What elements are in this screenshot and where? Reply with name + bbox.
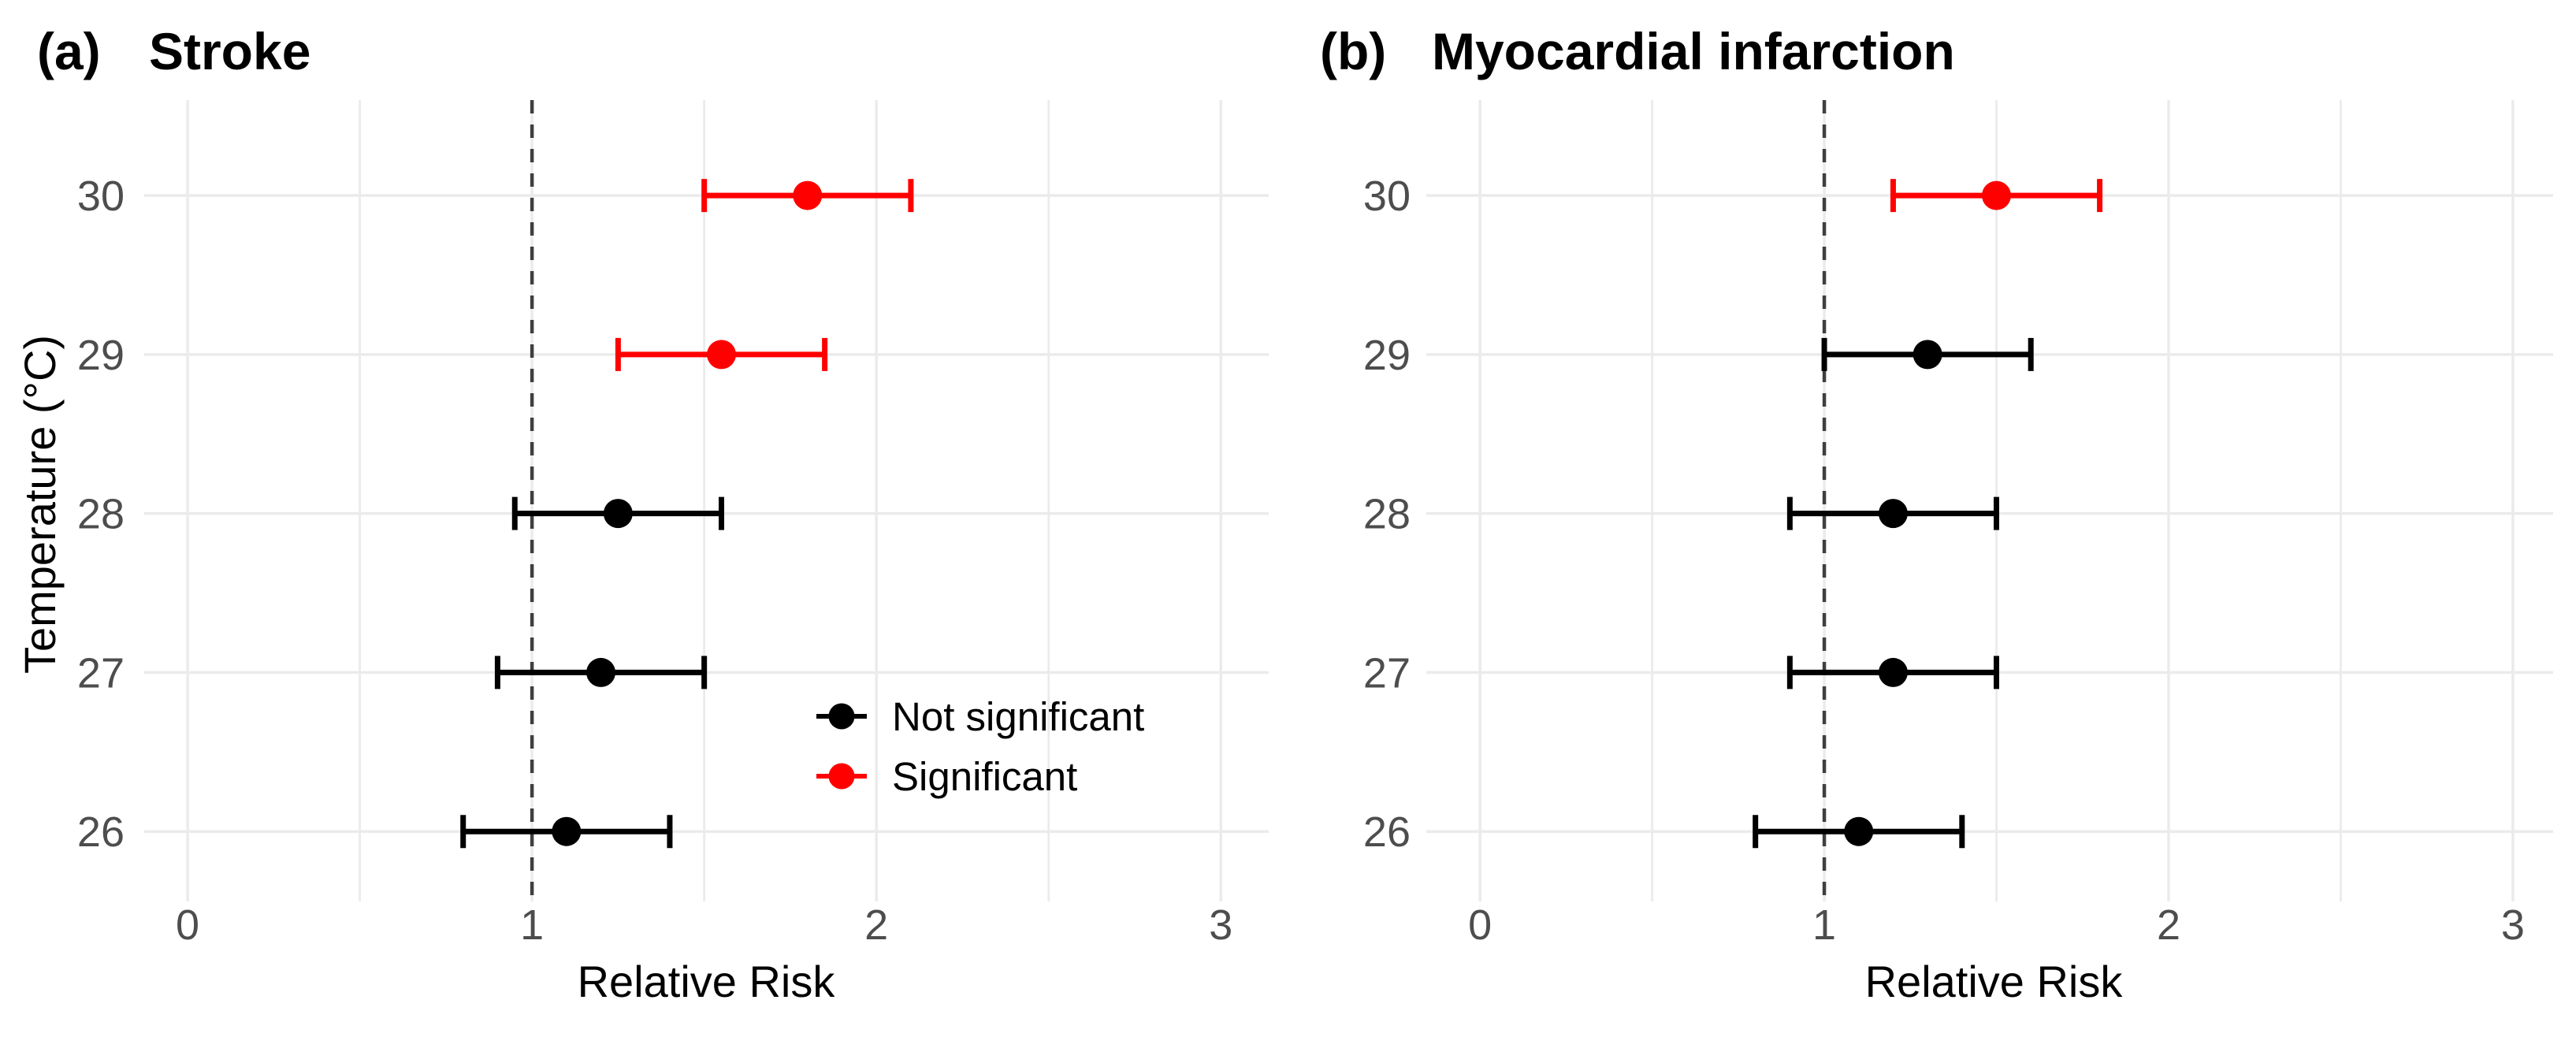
y-tick-label: 27: [77, 649, 125, 697]
legend-item-significant: Significant: [816, 746, 1144, 806]
x-tick-label: 1: [520, 901, 544, 949]
data-point: [1878, 499, 1908, 529]
y-tick-label: 28: [77, 491, 125, 538]
y-axis-title: Temperature (°C): [15, 334, 65, 675]
x-tick-label: 2: [864, 901, 888, 949]
data-point: [586, 657, 616, 687]
x-tick-label: 0: [1468, 901, 1492, 949]
legend-label-not-significant: Not significant: [892, 693, 1145, 739]
y-tick-label: 28: [1363, 491, 1411, 538]
data-point: [1982, 180, 2012, 210]
y-tick-label: 26: [1363, 808, 1411, 856]
data-point: [1844, 816, 1874, 846]
data-point: [1912, 340, 1942, 370]
y-tick-label: 27: [1363, 649, 1411, 697]
x-axis-title-b: Relative Risk: [1864, 957, 2123, 1006]
x-tick-label: 3: [2501, 901, 2525, 949]
y-tick-label: 29: [77, 332, 125, 379]
panel-b-tag: (b): [1320, 22, 1387, 80]
point-errorbar-icon: [816, 703, 867, 730]
data-point: [552, 816, 582, 846]
legend: Not significant Significant: [816, 686, 1144, 806]
x-tick-label: 2: [2157, 901, 2180, 949]
y-tick-label: 30: [1363, 173, 1411, 220]
panel-a-title: Stroke: [149, 22, 311, 80]
x-axis-title-a: Relative Risk: [577, 957, 835, 1006]
data-point: [1878, 657, 1908, 687]
y-tick-label: 30: [77, 173, 125, 220]
data-point: [707, 340, 737, 370]
y-tick-label: 26: [77, 808, 125, 856]
legend-label-significant: Significant: [892, 753, 1078, 799]
x-tick-label: 3: [1209, 901, 1232, 949]
point-errorbar-icon: [816, 763, 867, 790]
legend-item-not-significant: Not significant: [816, 686, 1144, 746]
data-point: [793, 180, 823, 210]
data-point: [603, 499, 633, 529]
x-tick-label: 0: [176, 901, 199, 949]
panel-b-title: Myocardial infarction: [1432, 22, 1955, 80]
x-tick-label: 1: [1812, 901, 1836, 949]
y-tick-label: 29: [1363, 332, 1411, 379]
panel-a-tag: (a): [37, 22, 101, 80]
